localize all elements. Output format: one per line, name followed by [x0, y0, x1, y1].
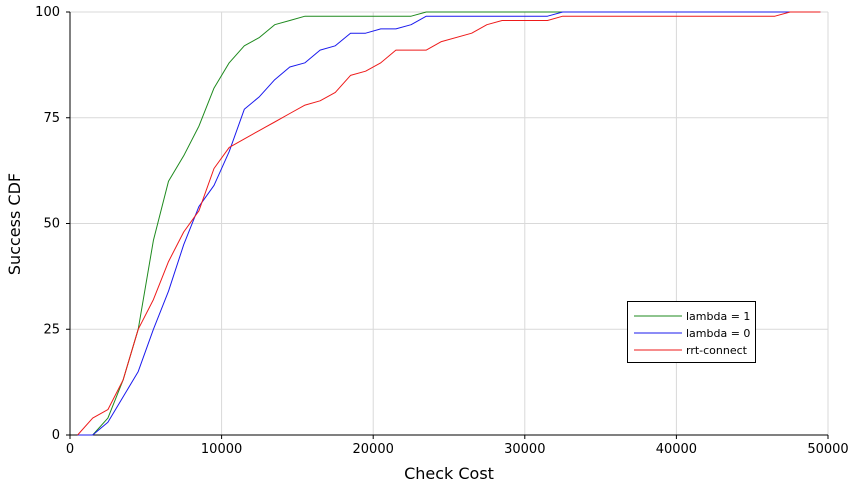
legend: lambda = 1 lambda = 0 rrt-connect [627, 301, 756, 363]
grid [70, 11, 829, 435]
x-tick-label: 20000 [353, 442, 394, 457]
series-line-1 [77, 11, 821, 436]
legend-label: lambda = 0 [686, 327, 750, 340]
x-tick-label: 10000 [201, 442, 242, 457]
y-tick-label: 25 [43, 322, 60, 337]
legend-label: lambda = 1 [686, 310, 750, 323]
series-line-2 [77, 11, 821, 436]
legend-label: rrt-connect [686, 344, 748, 357]
y-axis-title: Success CDF [5, 173, 24, 275]
x-tick-label: 0 [66, 442, 74, 457]
x-tick-label: 50000 [807, 442, 848, 457]
ticks: 0 10000 20000 30000 40000 50000 0 25 50 75 100 [35, 5, 849, 457]
y-tick-label: 50 [43, 217, 60, 232]
y-tick-label: 75 [43, 111, 60, 126]
y-tick-label: 100 [35, 5, 60, 20]
x-tick-label: 40000 [656, 442, 697, 457]
y-tick-label: 0 [52, 428, 60, 443]
x-axis-title: Check Cost [404, 464, 494, 483]
series-lines [77, 11, 821, 436]
x-tick-label: 30000 [504, 442, 545, 457]
legend-box [627, 301, 756, 363]
